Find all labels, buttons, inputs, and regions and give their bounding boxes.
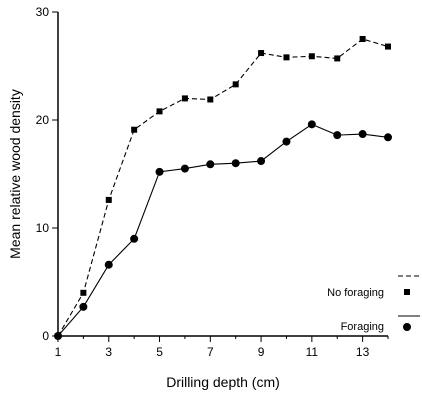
legend-label-no-foraging: No foraging [327, 287, 384, 299]
data-point-foraging [155, 167, 164, 176]
data-point-foraging [333, 131, 342, 140]
data-point-foraging [180, 164, 189, 173]
legend-item-foraging: Foraging [341, 315, 420, 333]
x-tick-label: 11 [306, 345, 319, 359]
data-point-no-foraging [258, 50, 265, 57]
series-line-no-foraging [57, 38, 389, 337]
data-point-foraging [282, 137, 291, 146]
data-point-no-foraging [308, 53, 315, 60]
data-point-foraging [231, 159, 240, 168]
data-point-no-foraging [359, 36, 366, 42]
x-tick-label: 1 [55, 345, 62, 359]
data-point-foraging [384, 133, 392, 142]
x-axis-title: Drilling depth (cm) [166, 374, 280, 390]
data-point-foraging [104, 260, 113, 269]
data-point-no-foraging [283, 54, 290, 61]
data-point-no-foraging [156, 108, 163, 115]
x-tick-label: 9 [258, 345, 265, 359]
x-tick-label: 13 [356, 345, 370, 359]
data-point-no-foraging [181, 95, 188, 102]
data-point-foraging [130, 234, 139, 243]
data-point-foraging [79, 302, 88, 311]
y-ticks: 0 10 20 30 [36, 5, 58, 343]
data-point-no-foraging [207, 96, 214, 103]
data-point-foraging [257, 157, 266, 166]
data-point-no-foraging [232, 81, 239, 88]
legend-label-foraging: Foraging [341, 321, 384, 333]
data-point-no-foraging [385, 43, 391, 50]
data-point-no-foraging [80, 289, 87, 296]
data-point-no-foraging [334, 55, 341, 62]
data-point-no-foraging [105, 196, 112, 203]
data-point-foraging [358, 130, 367, 139]
legend-item-no-foraging: No foraging [327, 275, 420, 299]
x-tick-label: 5 [156, 345, 163, 359]
y-axis-title: Mean relative wood density [7, 89, 23, 259]
series-line-foraging [57, 123, 389, 337]
data-point-foraging [307, 120, 316, 129]
y-tick-label: 10 [36, 221, 50, 235]
y-tick-label: 30 [36, 5, 50, 19]
series-layer [54, 36, 392, 340]
data-point-foraging [206, 160, 215, 169]
y-tick-label: 20 [36, 113, 50, 127]
x-tick-label: 3 [105, 345, 112, 359]
legend-marker-square [404, 289, 410, 295]
y-tick-label: 0 [42, 329, 49, 343]
legend: No foraging Foraging [327, 275, 420, 333]
legend-marker-circle [403, 323, 411, 331]
x-ticks: 1 3 5 7 9 11 13 [55, 336, 389, 359]
data-point-foraging [54, 332, 62, 340]
x-tick-label: 7 [207, 345, 214, 359]
axes [57, 12, 388, 337]
data-point-no-foraging [131, 126, 138, 133]
